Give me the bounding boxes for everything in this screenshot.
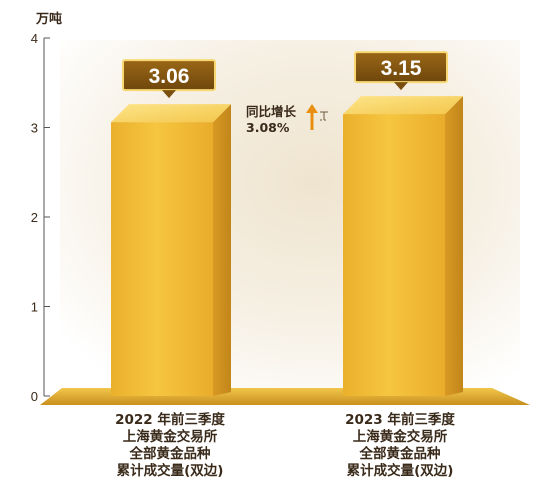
bar-side	[445, 96, 463, 396]
y-tick-label: 2	[31, 210, 38, 225]
y-tick-label: 4	[31, 31, 38, 46]
bars	[111, 96, 463, 396]
y-tick-label: 3	[31, 121, 38, 136]
category-label-line: 全部黄金品种	[359, 446, 441, 462]
yoy-label: 同比增长	[246, 104, 297, 119]
data-label-text: 3.06	[149, 65, 190, 88]
bar-top	[111, 104, 231, 123]
category-label-line: 2022 年前三季度	[115, 412, 225, 428]
y-axis: 0 1 2 3 4	[31, 31, 50, 404]
yoy-value: 3.08%	[246, 120, 290, 135]
data-label-pointer	[162, 90, 176, 99]
bar-front	[343, 114, 445, 396]
y-tick-label: 1	[31, 300, 38, 315]
category-label-1: 2022 年前三季度 上海黄金交易所 全部黄金品种 累计成交量(双边)	[75, 412, 265, 480]
category-label-line: 全部黄金品种	[129, 446, 211, 462]
bar-top	[343, 96, 463, 115]
data-label-2: 3.15	[354, 51, 448, 91]
y-axis-unit: 万吨	[36, 12, 63, 27]
category-label-2: 2023 年前三季度 上海黄金交易所 全部黄金品种 累计成交量(双边)	[305, 412, 495, 480]
category-label-line: 累计成交量(双边)	[346, 463, 454, 479]
category-label-line: 累计成交量(双边)	[116, 463, 224, 479]
bar-2	[343, 96, 463, 396]
data-label-text: 3.15	[381, 57, 422, 80]
bar-1	[111, 104, 231, 396]
bar-front	[111, 122, 213, 396]
y-tick-label: 0	[31, 389, 38, 404]
category-label-line: 2023 年前三季度	[345, 412, 455, 428]
data-label-pointer	[394, 82, 408, 91]
yoy-annotation: 同比增长 3.08%	[246, 104, 296, 136]
data-labels: 3.06 3.15	[122, 51, 448, 99]
yoy-arrow-icon	[306, 104, 328, 130]
category-label-line: 上海黄金交易所	[352, 429, 448, 445]
bar-side	[213, 104, 231, 396]
category-label-line: 上海黄金交易所	[122, 429, 218, 445]
data-label-1: 3.06	[122, 59, 216, 99]
